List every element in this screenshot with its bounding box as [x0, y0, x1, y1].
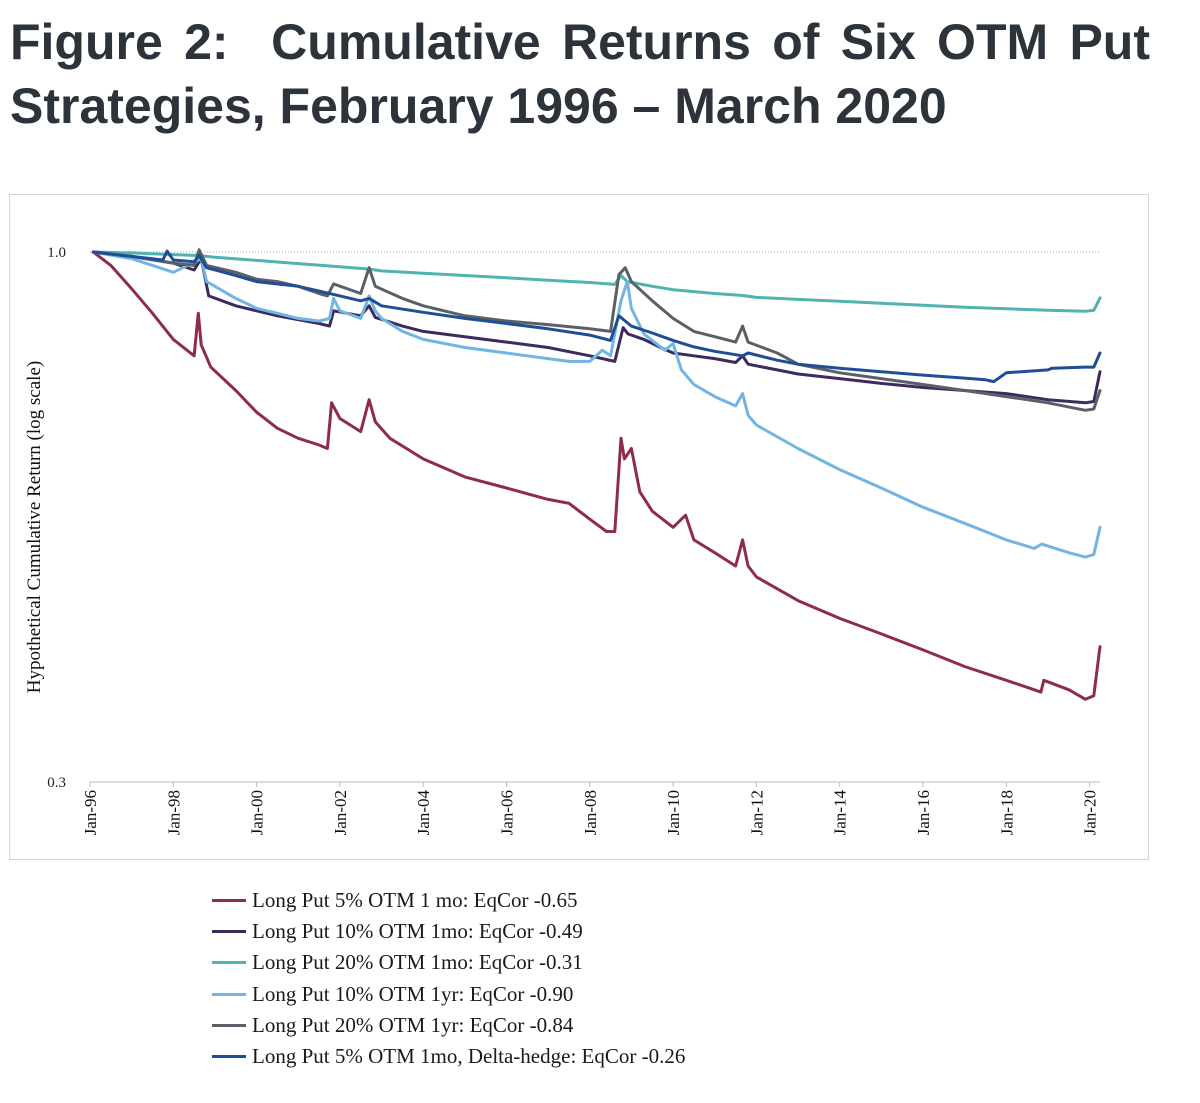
y-axis-label: Hypothetical Cumulative Return (log scal…: [24, 361, 45, 693]
x-tick-label: Jan-18: [997, 790, 1016, 835]
x-tick-label: Jan-98: [164, 790, 183, 835]
series-line-2: [91, 250, 1102, 405]
y-tick-label: 0.3: [47, 775, 66, 791]
series-line-5: [91, 248, 1102, 412]
legend-swatch: [212, 1023, 246, 1027]
x-tick-label: Jan-08: [581, 790, 600, 835]
legend-swatch: [212, 899, 246, 903]
y-tick-label: 1.0: [47, 245, 66, 261]
figure-title-text: Cumulative Returns of Six OTM Put Strate…: [10, 14, 1150, 134]
line-chart: 1.0 0.3 Jan-96 Jan-98 Jan-00 Jan-02 Jan-04 Jan-…: [24, 245, 1102, 836]
series-line-3: [91, 250, 1102, 313]
x-tick-label: Jan-12: [747, 790, 766, 835]
legend-swatch: [212, 961, 246, 965]
legend-label: Long Put 10% OTM 1yr: EqCor -0.90: [252, 981, 574, 1006]
legend-item: Long Put 5% OTM 1mo, Delta-hedge: EqCor …: [212, 1041, 685, 1072]
legend-item: Long Put 5% OTM 1 mo: EqCor -0.65: [212, 885, 685, 916]
legend-swatch: [212, 930, 246, 934]
x-tick-label: Jan-16: [914, 790, 933, 835]
legend-label: Long Put 20% OTM 1mo: EqCor -0.31: [252, 950, 583, 975]
legend-swatch: [212, 992, 246, 996]
figure-label: Figure 2:: [10, 14, 229, 70]
series-line-1: [91, 250, 1102, 701]
x-tick-label: Jan-00: [248, 790, 267, 835]
legend-item: Long Put 20% OTM 1mo: EqCor -0.31: [212, 947, 685, 978]
legend-swatch: [212, 1055, 246, 1059]
x-tick-label: Jan-06: [497, 790, 516, 835]
legend-label: Long Put 10% OTM 1mo: EqCor -0.49: [252, 919, 583, 944]
chart-legend: Long Put 5% OTM 1 mo: EqCor -0.65 Long Pu…: [212, 885, 685, 1072]
figure-title: Figure 2: Cumulative Returns of Six OTM …: [10, 10, 1150, 138]
legend-item: Long Put 20% OTM 1yr: EqCor -0.84: [212, 1010, 685, 1041]
x-tick-label: Jan-10: [664, 790, 683, 835]
x-tick-label: Jan-14: [831, 790, 850, 836]
x-tick-label: Jan-02: [331, 790, 350, 835]
x-tick-label: Jan-96: [81, 790, 100, 835]
legend-label: Long Put 20% OTM 1yr: EqCor -0.84: [252, 1012, 574, 1037]
series-line-6: [91, 249, 1102, 384]
chart-frame: 1.0 0.3 Jan-96 Jan-98 Jan-00 Jan-02 Jan-04 Jan-…: [9, 194, 1149, 860]
legend-label: Long Put 5% OTM 1 mo: EqCor -0.65: [252, 888, 578, 913]
legend-label: Long Put 5% OTM 1mo, Delta-hedge: EqCor …: [252, 1044, 686, 1069]
x-tick-label: Jan-04: [414, 790, 433, 836]
legend-item: Long Put 10% OTM 1yr: EqCor -0.90: [212, 979, 685, 1010]
series-line-4: [91, 250, 1102, 559]
x-tick-label: Jan-20: [1081, 790, 1100, 835]
legend-item: Long Put 10% OTM 1mo: EqCor -0.49: [212, 916, 685, 947]
